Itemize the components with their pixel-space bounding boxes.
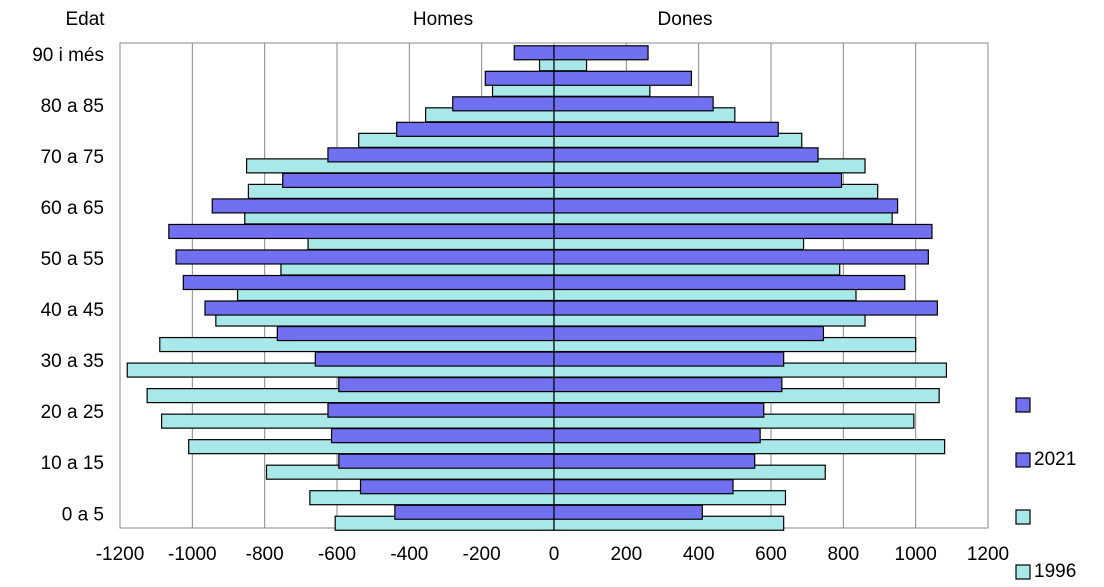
bar (553, 351, 785, 367)
x-tick-label: -200 (463, 544, 501, 565)
bar (327, 147, 555, 163)
y-tick-label: 20 a 25 (41, 402, 104, 423)
bar (211, 198, 555, 214)
bar (553, 198, 899, 214)
x-tick-label: 800 (827, 544, 859, 565)
bar (553, 504, 703, 520)
bar (282, 172, 555, 188)
bar (553, 70, 693, 86)
right-label: Dones (658, 9, 713, 30)
bar (553, 479, 734, 495)
bar (359, 479, 555, 495)
bar (553, 402, 765, 418)
y-tick-label: 10 a 15 (41, 453, 104, 474)
bar (553, 172, 843, 188)
bar (553, 428, 761, 444)
y-tick-label: 80 a 85 (41, 96, 104, 117)
y-tick-label: 90 i més (32, 45, 104, 66)
bar (168, 223, 555, 240)
x-tick-label: -1200 (96, 544, 145, 565)
x-tick-label: -800 (246, 544, 284, 565)
legend-swatch (1015, 397, 1031, 413)
bar (327, 402, 555, 418)
bar (553, 325, 825, 342)
bar (553, 300, 938, 316)
x-tick-label: 0 (549, 544, 560, 565)
y-tick-label: 0 a 5 (62, 504, 104, 525)
x-tick-label: -1000 (168, 544, 217, 565)
bar (484, 70, 555, 86)
legend-swatch (1015, 564, 1031, 580)
x-tick-label: 1200 (967, 544, 1009, 565)
x-tick-label: 1000 (895, 544, 937, 565)
bar (553, 453, 756, 469)
x-tick-label: -400 (390, 544, 428, 565)
bar (553, 45, 649, 61)
x-tick-label: 400 (683, 544, 715, 565)
bar (553, 96, 714, 112)
bar (396, 121, 555, 137)
y-tick-label: 60 a 65 (41, 198, 104, 219)
y-axis-label: Edat (65, 9, 105, 30)
legend-swatch (1015, 509, 1031, 525)
x-tick-label: 200 (610, 544, 642, 565)
bar (394, 504, 555, 520)
bar (553, 223, 933, 240)
legend-label: 2021 (1034, 449, 1076, 470)
bar (204, 300, 555, 316)
bar (175, 249, 555, 265)
bar (338, 377, 555, 393)
bar (553, 274, 906, 291)
bar (452, 96, 555, 112)
legend-swatch (1015, 452, 1031, 468)
legend-label: 1996 (1034, 561, 1076, 582)
bar (553, 249, 929, 265)
y-tick-label: 50 a 55 (41, 249, 104, 270)
bar (276, 325, 555, 342)
bar (513, 45, 555, 61)
bar (553, 377, 783, 393)
y-tick-label: 70 a 75 (41, 147, 104, 168)
bar (338, 453, 555, 469)
x-tick-label: 600 (755, 544, 787, 565)
bar (330, 428, 555, 444)
bar (553, 121, 779, 137)
x-tick-label: -600 (318, 544, 356, 565)
y-tick-label: 30 a 35 (41, 351, 104, 372)
left-label: Homes (413, 9, 473, 30)
bar (314, 351, 555, 367)
bar (553, 147, 819, 163)
bar (182, 274, 555, 291)
y-tick-label: 40 a 45 (41, 300, 104, 321)
